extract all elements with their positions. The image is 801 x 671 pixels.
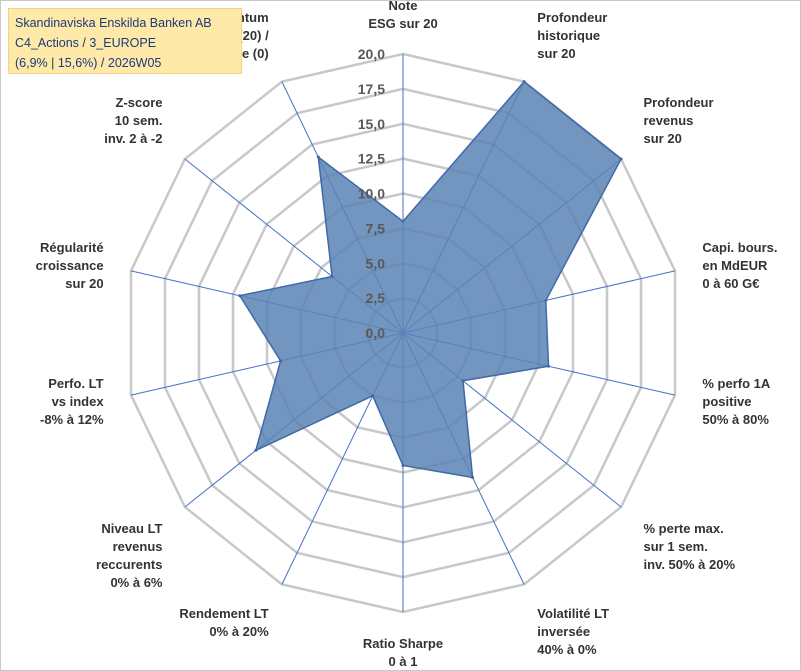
tick-label: 10,0 [358,186,385,202]
series-area [238,80,623,479]
tick-label: 7,5 [366,220,386,236]
axis-label: Z-score 10 sem. inv. 2 à -2 [104,95,162,146]
series-point [330,275,334,278]
axis-label: Perfo. LT vs index -8% à 12% [40,376,104,427]
title-category: C4_Actions / 3_EUROPE [15,36,157,50]
series-point [461,379,465,383]
series-point [544,298,548,302]
series-point [371,394,375,398]
axis-label: % perfo 1A positive 50% à 80% [702,376,771,427]
series-point [522,80,526,84]
series-point [279,359,283,363]
tick-label: 5,0 [366,255,386,271]
tick-label: 20,0 [358,46,385,62]
series-point [401,464,405,467]
axis-label: % perte max. sur 1 sem. inv. 50% à 20% [644,521,736,572]
axis-label: Niveau LT revenus reccurents 0% à 6% [96,521,163,590]
radar-tick-labels: 0,0 2,5 5,0 7,5 10,0 12,5 15,0 17,5 20,0 [358,46,385,341]
series-point [238,294,242,298]
series-point [401,219,405,223]
tick-label: 2,5 [366,290,386,306]
axis-label: Profondeur historique sur 20 [537,10,607,61]
series-point [619,157,623,161]
tick-label: 17,5 [358,81,385,97]
title-company: Skandinaviska Enskilda Banken AB [15,16,212,30]
axis-label: Capi. bours. en MdEUR 0 à 60 G€ [702,240,777,291]
chart-title-box: Skandinaviska Enskilda Banken AB C4_Acti… [8,8,242,74]
series-point [316,155,320,159]
axis-label: Profondeur revenus sur 20 [644,95,714,146]
axis-label: Régularité croissance sur 20 [36,240,104,291]
axis-label: Note ESG sur 20 [368,0,437,31]
axis-label: Volatilité LT inversée 40% à 0% [537,606,609,657]
tick-label: 15,0 [358,116,385,132]
tick-label: 0,0 [366,325,386,341]
axis-label: Rendement LT 0% à 20% [179,606,269,639]
tick-label: 12,5 [358,151,385,167]
series-point [547,364,550,368]
series-point [254,448,258,452]
series-point [471,476,475,479]
title-stats: (6,9% | 15,6%) / 2026W05 [15,56,162,70]
axis-label: Ratio Sharpe 0 à 1 [363,636,443,669]
radar-series [238,80,623,479]
